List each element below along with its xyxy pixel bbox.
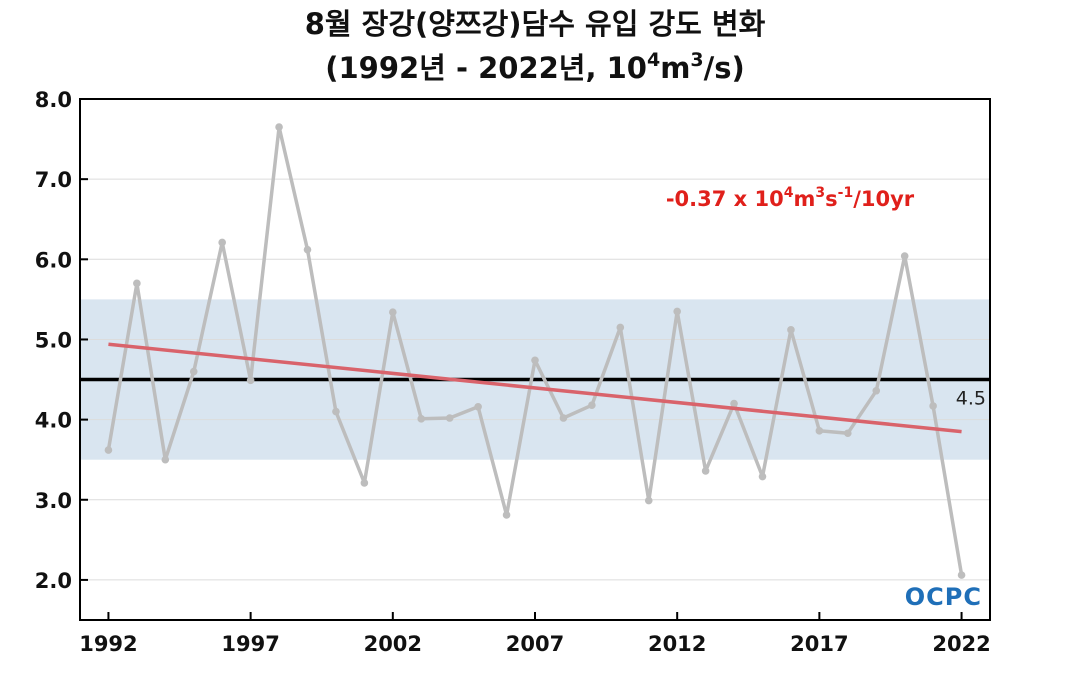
data-point bbox=[588, 401, 596, 409]
data-point bbox=[389, 308, 397, 317]
ocpc-logo: OCPC bbox=[905, 583, 982, 611]
ocpc-logo-text: OCPC bbox=[905, 583, 982, 611]
data-point bbox=[758, 472, 767, 481]
x-tick-label: 2002 bbox=[364, 632, 422, 656]
data-point bbox=[445, 414, 454, 422]
data-point bbox=[673, 307, 681, 316]
trend-label-sup-2: 3 bbox=[815, 185, 825, 201]
chart-title-line1: 8월 장강(양쯔강)담수 유입 강도 변화 bbox=[305, 7, 766, 41]
data-point bbox=[161, 455, 170, 464]
data-point bbox=[275, 123, 283, 131]
trend-label-post: /10yr bbox=[853, 187, 915, 211]
x-tick-label: 2007 bbox=[506, 632, 564, 656]
y-tick-label: 4.0 bbox=[35, 409, 72, 433]
trend-label-pre: -0.37 x 10 bbox=[666, 187, 784, 211]
title-sup-2: 3 bbox=[690, 49, 703, 71]
trend-line bbox=[108, 342, 962, 434]
data-point bbox=[644, 496, 653, 505]
data-point bbox=[502, 511, 511, 519]
data-point bbox=[730, 399, 738, 408]
data-point bbox=[332, 407, 340, 416]
title-part-pre: (1992년 - 2022년, 10 bbox=[325, 51, 647, 85]
data-point bbox=[474, 402, 482, 411]
data-point bbox=[218, 238, 226, 247]
data-point bbox=[417, 415, 426, 423]
x-tick-label: 2012 bbox=[648, 632, 706, 656]
data-point bbox=[246, 376, 255, 385]
y-tick-label: 7.0 bbox=[35, 168, 72, 192]
data-point bbox=[929, 402, 937, 410]
data-point bbox=[559, 414, 568, 422]
trend-label: -0.37 x 104m3s-1/10yr bbox=[666, 185, 915, 211]
data-point bbox=[844, 429, 852, 438]
data-point bbox=[872, 386, 881, 395]
data-point bbox=[957, 571, 966, 579]
data-point bbox=[104, 446, 113, 454]
data-point bbox=[701, 467, 710, 475]
data-point bbox=[815, 427, 824, 435]
y-tick-label: 2.0 bbox=[35, 569, 72, 593]
trend-label-sup-1: 4 bbox=[784, 185, 794, 201]
data-point bbox=[616, 323, 625, 332]
title-part-post: /s) bbox=[704, 51, 745, 85]
y-tick-label: 8.0 bbox=[35, 88, 72, 112]
trend-label-mid-1: m bbox=[794, 187, 816, 211]
data-point bbox=[360, 479, 369, 487]
y-tick-label: 3.0 bbox=[35, 489, 72, 513]
plot-area: 4.5 2.0 3.0 4.0 5.0 6.0 7.0 8.0 1992 1997 2002 2007… bbox=[35, 88, 991, 656]
data-point bbox=[189, 367, 198, 376]
mean-line-label: 4.5 bbox=[956, 388, 986, 410]
data-point bbox=[900, 252, 909, 260]
chart-title-line2: (1992년 - 2022년, 104m3/s) bbox=[325, 49, 745, 85]
trend-label-sup-3: -1 bbox=[838, 185, 854, 201]
x-tick-label: 2022 bbox=[932, 632, 990, 656]
data-point bbox=[787, 326, 795, 334]
data-point bbox=[133, 279, 141, 288]
title-sup-1: 4 bbox=[647, 49, 660, 71]
y-tick-label: 5.0 bbox=[35, 328, 72, 352]
x-tick-label: 2017 bbox=[790, 632, 848, 656]
data-point bbox=[531, 356, 539, 365]
y-tick-label: 6.0 bbox=[35, 248, 72, 272]
data-point bbox=[303, 245, 312, 254]
x-tick-label: 1997 bbox=[221, 632, 279, 656]
x-tick-label: 1992 bbox=[79, 632, 137, 656]
title-part-mid: m bbox=[660, 51, 690, 85]
trend-label-mid-2: s bbox=[825, 187, 838, 211]
